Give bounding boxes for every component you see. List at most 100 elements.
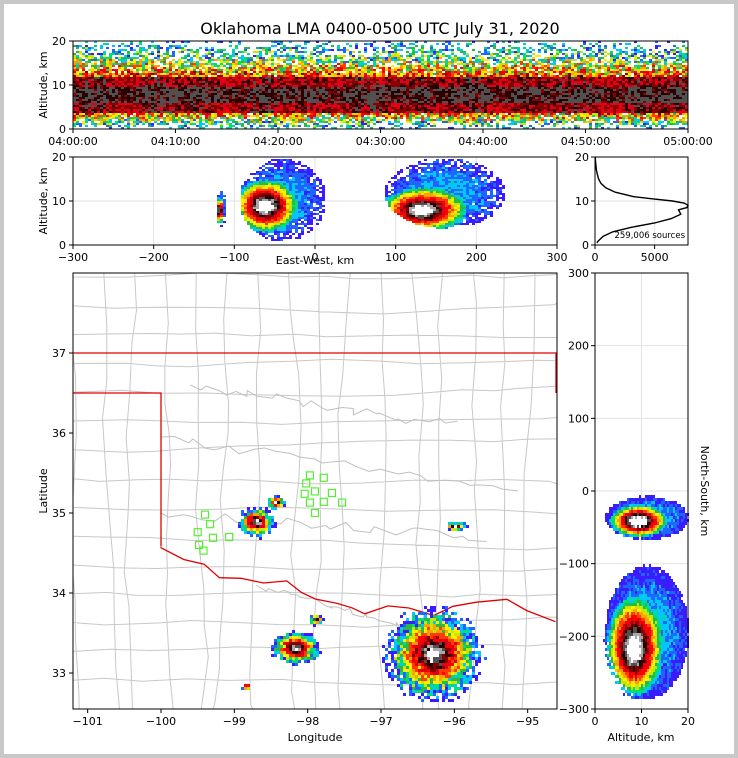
ew-height-cell [217, 159, 505, 241]
rivers [160, 384, 518, 631]
ns-xtick-label: 0 [592, 715, 599, 728]
time-height-xtick-label: 04:20:00 [253, 135, 302, 148]
ns-height-cell [619, 513, 653, 675]
time-height-cell [73, 59, 688, 121]
ew-ytick-label: 10 [52, 195, 66, 208]
plan-view-cell [244, 498, 463, 690]
plan-view-xtick-label: −98 [296, 715, 319, 728]
lma-station [199, 546, 208, 555]
ew-height-ylabel: Altitude, km [37, 167, 50, 234]
plan-view-ylabel: Latitude [37, 468, 50, 514]
ew-height-cell [220, 191, 451, 223]
ns-height-cell [621, 513, 651, 672]
time-height-cell [73, 41, 688, 129]
histogram-ytick-label: 20 [575, 151, 589, 164]
time-height-ytick-label: 10 [52, 79, 66, 92]
ew-height-density [217, 159, 505, 241]
figure-canvas: Oklahoma LMA 0400-0500 UTC July 31, 2020… [4, 4, 734, 754]
river [160, 512, 487, 542]
plan-view-density [238, 495, 487, 702]
time-height-xtick-label: 04:50:00 [561, 135, 610, 148]
ns-height-cell [617, 510, 657, 681]
histogram-ytick-label: 0 [582, 239, 589, 252]
plan-view-cell [238, 495, 487, 702]
histogram-xtick-label: 5000 [641, 251, 669, 264]
histogram-line [594, 156, 689, 244]
lma-station [225, 532, 234, 542]
plan-view-frame [72, 272, 558, 710]
ew-height-cell [220, 189, 454, 225]
plan-view-xtick-label: −97 [369, 715, 392, 728]
ew-height-cell [217, 191, 448, 221]
ns-ytick-label: 200 [568, 340, 589, 353]
ns-xtick-label: 10 [635, 715, 649, 728]
ns-height-cell [611, 507, 661, 687]
river [160, 435, 518, 492]
time-height-cell [76, 41, 688, 129]
sources-count-label: 259,006 sources [614, 231, 685, 241]
plan-view-panel: −101 −100 −99 −98 −97 −96 −95 33 34 35 36 37 Longit… [37, 272, 558, 744]
time-height-cell [73, 45, 688, 129]
lma-station [300, 489, 309, 498]
ew-height-cell [256, 201, 433, 215]
lma-figure: Oklahoma LMA 0400-0500 UTC July 31, 2020… [37, 19, 713, 744]
time-height-cell [73, 57, 688, 123]
time-height-xtick-label: 05:00:00 [663, 135, 712, 148]
time-height-xtick-label: 04:10:00 [151, 135, 200, 148]
time-height-xtick-label: 04:00:00 [48, 135, 97, 148]
plan-view-ytick-label: 36 [52, 427, 66, 440]
ew-xtick-label: −200 [139, 251, 169, 264]
river [190, 384, 458, 424]
ew-xtick-label: 100 [385, 251, 406, 264]
ew-xtick-label: −300 [58, 251, 88, 264]
lma-station [327, 488, 336, 498]
lma-station [305, 471, 314, 480]
river [256, 584, 411, 631]
time-height-xtick-label: 04:30:00 [356, 135, 405, 148]
ew-height-cell [217, 183, 460, 229]
ew-height-cell [253, 199, 436, 217]
ns-height-cell [603, 495, 689, 699]
plan-view-ytick-label: 37 [52, 347, 66, 360]
plan-view-xlabel: Longitude [288, 731, 343, 744]
time-height-cell [73, 71, 688, 115]
lma-station [338, 498, 347, 507]
plan-view-xtick-label: −100 [146, 715, 176, 728]
plan-view-xtick-label: −96 [443, 715, 466, 728]
time-height-cell [73, 75, 688, 113]
ew-ytick-label: 0 [59, 239, 66, 252]
ew-height-cell [217, 195, 442, 219]
ns-height-cell [611, 507, 663, 690]
plan-view-cell [253, 519, 445, 666]
time-height-ylabel: Altitude, km [37, 51, 50, 118]
ew-xtick-label: 300 [547, 251, 568, 264]
altitude-histogram-panel: 0 5000 0 10 20 259,006 sources [575, 151, 689, 264]
ns-height-density [603, 495, 689, 699]
time-height-ticks: 0 10 20 04:00:00 04:10:00 04:20:00 04:30:00 04:… [48, 35, 712, 148]
ns-height-cell [615, 507, 661, 684]
time-height-cell [73, 77, 688, 113]
histogram-xtick-label: 0 [592, 251, 599, 264]
plan-view-xtick-label: −99 [223, 715, 246, 728]
ew-height-xlabel: East-West, km [276, 254, 354, 267]
ns-height-cell [625, 516, 647, 666]
lma-station [193, 528, 202, 537]
histogram-ytick-label: 10 [575, 195, 589, 208]
plan-view-ytick-label: 34 [52, 587, 66, 600]
plan-view-ytick-label: 33 [52, 667, 66, 680]
ew-height-cell [217, 167, 487, 233]
lma-station [319, 473, 328, 482]
red-river-border [160, 546, 556, 623]
ns-height-ylabel: North-South, km [698, 446, 711, 537]
chart-title: Oklahoma LMA 0400-0500 UTC July 31, 2020 [200, 19, 559, 38]
plan-view-cell [241, 498, 475, 696]
ns-height-panel: 0 10 20 −300 −200 −100 0 100 200 300 Altitude, km… [559, 267, 711, 744]
time-height-ytick-label: 0 [59, 123, 66, 136]
ew-xtick-label: −100 [219, 251, 249, 264]
ns-height-cell [615, 510, 659, 681]
ew-xtick-label: 200 [466, 251, 487, 264]
ew-height-panel: −300 −200 −100 0 100 200 300 0 10 20 Altitude, km… [37, 151, 568, 267]
time-height-ytick-label: 20 [52, 35, 66, 48]
time-height-density [73, 41, 688, 129]
time-height-panel: 0 10 20 04:00:00 04:10:00 04:20:00 04:30:00 04:… [37, 35, 713, 148]
